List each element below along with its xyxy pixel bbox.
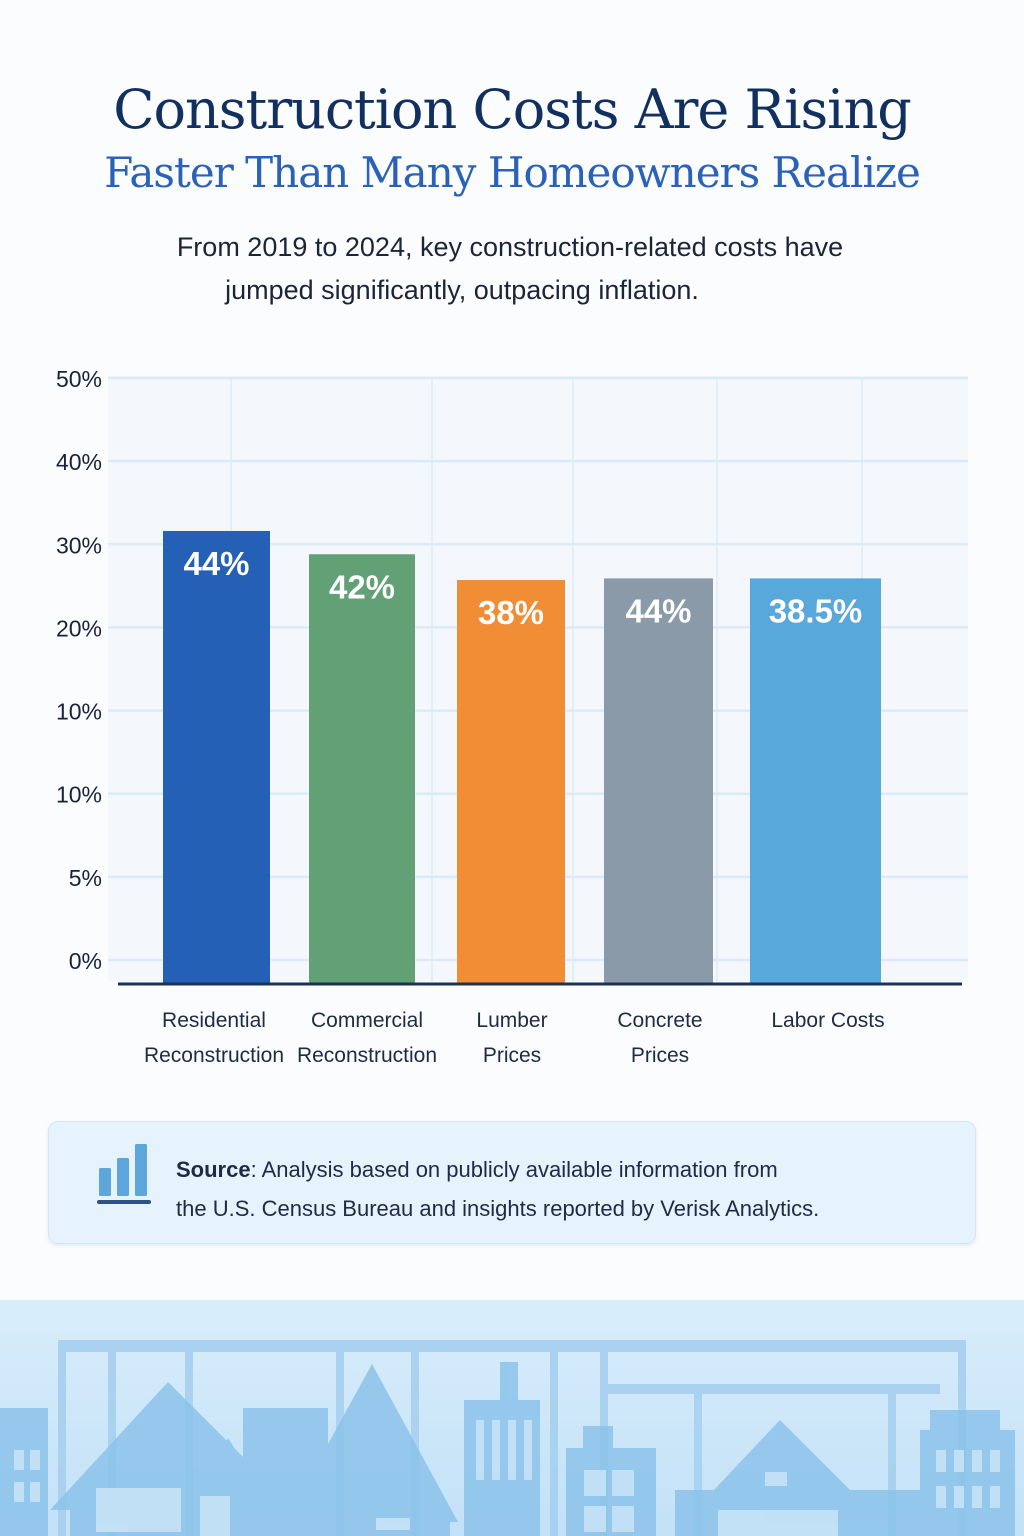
source-note: Source: Analysis based on publicly avail… [48, 1121, 976, 1244]
x-tick-label: Prices [631, 1044, 689, 1067]
y-tick-label: 10% [56, 782, 102, 808]
title-line-2: Faster Than Many Homeowners Realize [104, 148, 921, 197]
x-tick-label: Commercial [311, 1009, 423, 1032]
y-tick-label: 50% [56, 366, 102, 392]
y-tick-label: 20% [56, 615, 102, 641]
source-text-line-2: the U.S. Census Bureau and insights repo… [176, 1196, 820, 1221]
x-tick-label: Reconstruction [144, 1044, 284, 1067]
building-windows [14, 1420, 1000, 1536]
y-tick-label: 0% [69, 948, 102, 974]
title-line-1: Construction Costs Are Rising [113, 78, 912, 141]
x-tick-label: Residential [162, 1009, 266, 1032]
bar-data-labels: 44% 42% 38% 44% 38.5% [183, 545, 862, 631]
x-tick-label: Prices [483, 1044, 541, 1067]
bars [163, 530, 881, 983]
source-text: Source: Analysis based on publicly avail… [176, 1150, 956, 1228]
y-tick-label: 30% [56, 532, 102, 558]
bar-4 [750, 578, 881, 983]
city-skyline-illustration [0, 1300, 1024, 1536]
bar-chart-icon [97, 1144, 151, 1204]
bar-value-label: 44% [625, 592, 691, 629]
subtitle-line-2: jumped significantly, outpacing inflatio… [225, 275, 699, 305]
x-tick-label: Labor Costs [771, 1009, 884, 1032]
source-text-line-1: : Analysis based on publicly available i… [250, 1157, 778, 1182]
bar-1 [309, 554, 415, 983]
x-tick-label: Concrete [617, 1009, 702, 1032]
bar-2 [457, 580, 565, 983]
x-axis-category-labels: Residential Reconstruction Commercial Recon… [144, 1009, 885, 1067]
subtitle-line-1: From 2019 to 2024, key construction-rela… [176, 232, 844, 262]
bar-3 [604, 578, 713, 983]
y-tick-label: 10% [56, 699, 102, 725]
bar-value-label: 38.5% [769, 592, 863, 629]
bar-chart: 50% 40% 30% 20% 10% 10% 5% 0% 44% 42% 38% 44% 38.5%… [56, 366, 968, 1067]
y-tick-label: 40% [56, 449, 102, 475]
bar-value-label: 44% [183, 545, 249, 582]
y-tick-label: 5% [69, 865, 102, 891]
bar-0 [163, 530, 270, 983]
x-tick-label: Lumber [476, 1009, 547, 1032]
source-label: Source [176, 1157, 251, 1182]
bar-value-label: 42% [329, 568, 395, 605]
x-tick-label: Reconstruction [297, 1044, 437, 1067]
bar-value-label: 38% [478, 594, 544, 631]
y-axis-tick-labels: 50% 40% 30% 20% 10% 10% 5% 0% [56, 366, 102, 974]
